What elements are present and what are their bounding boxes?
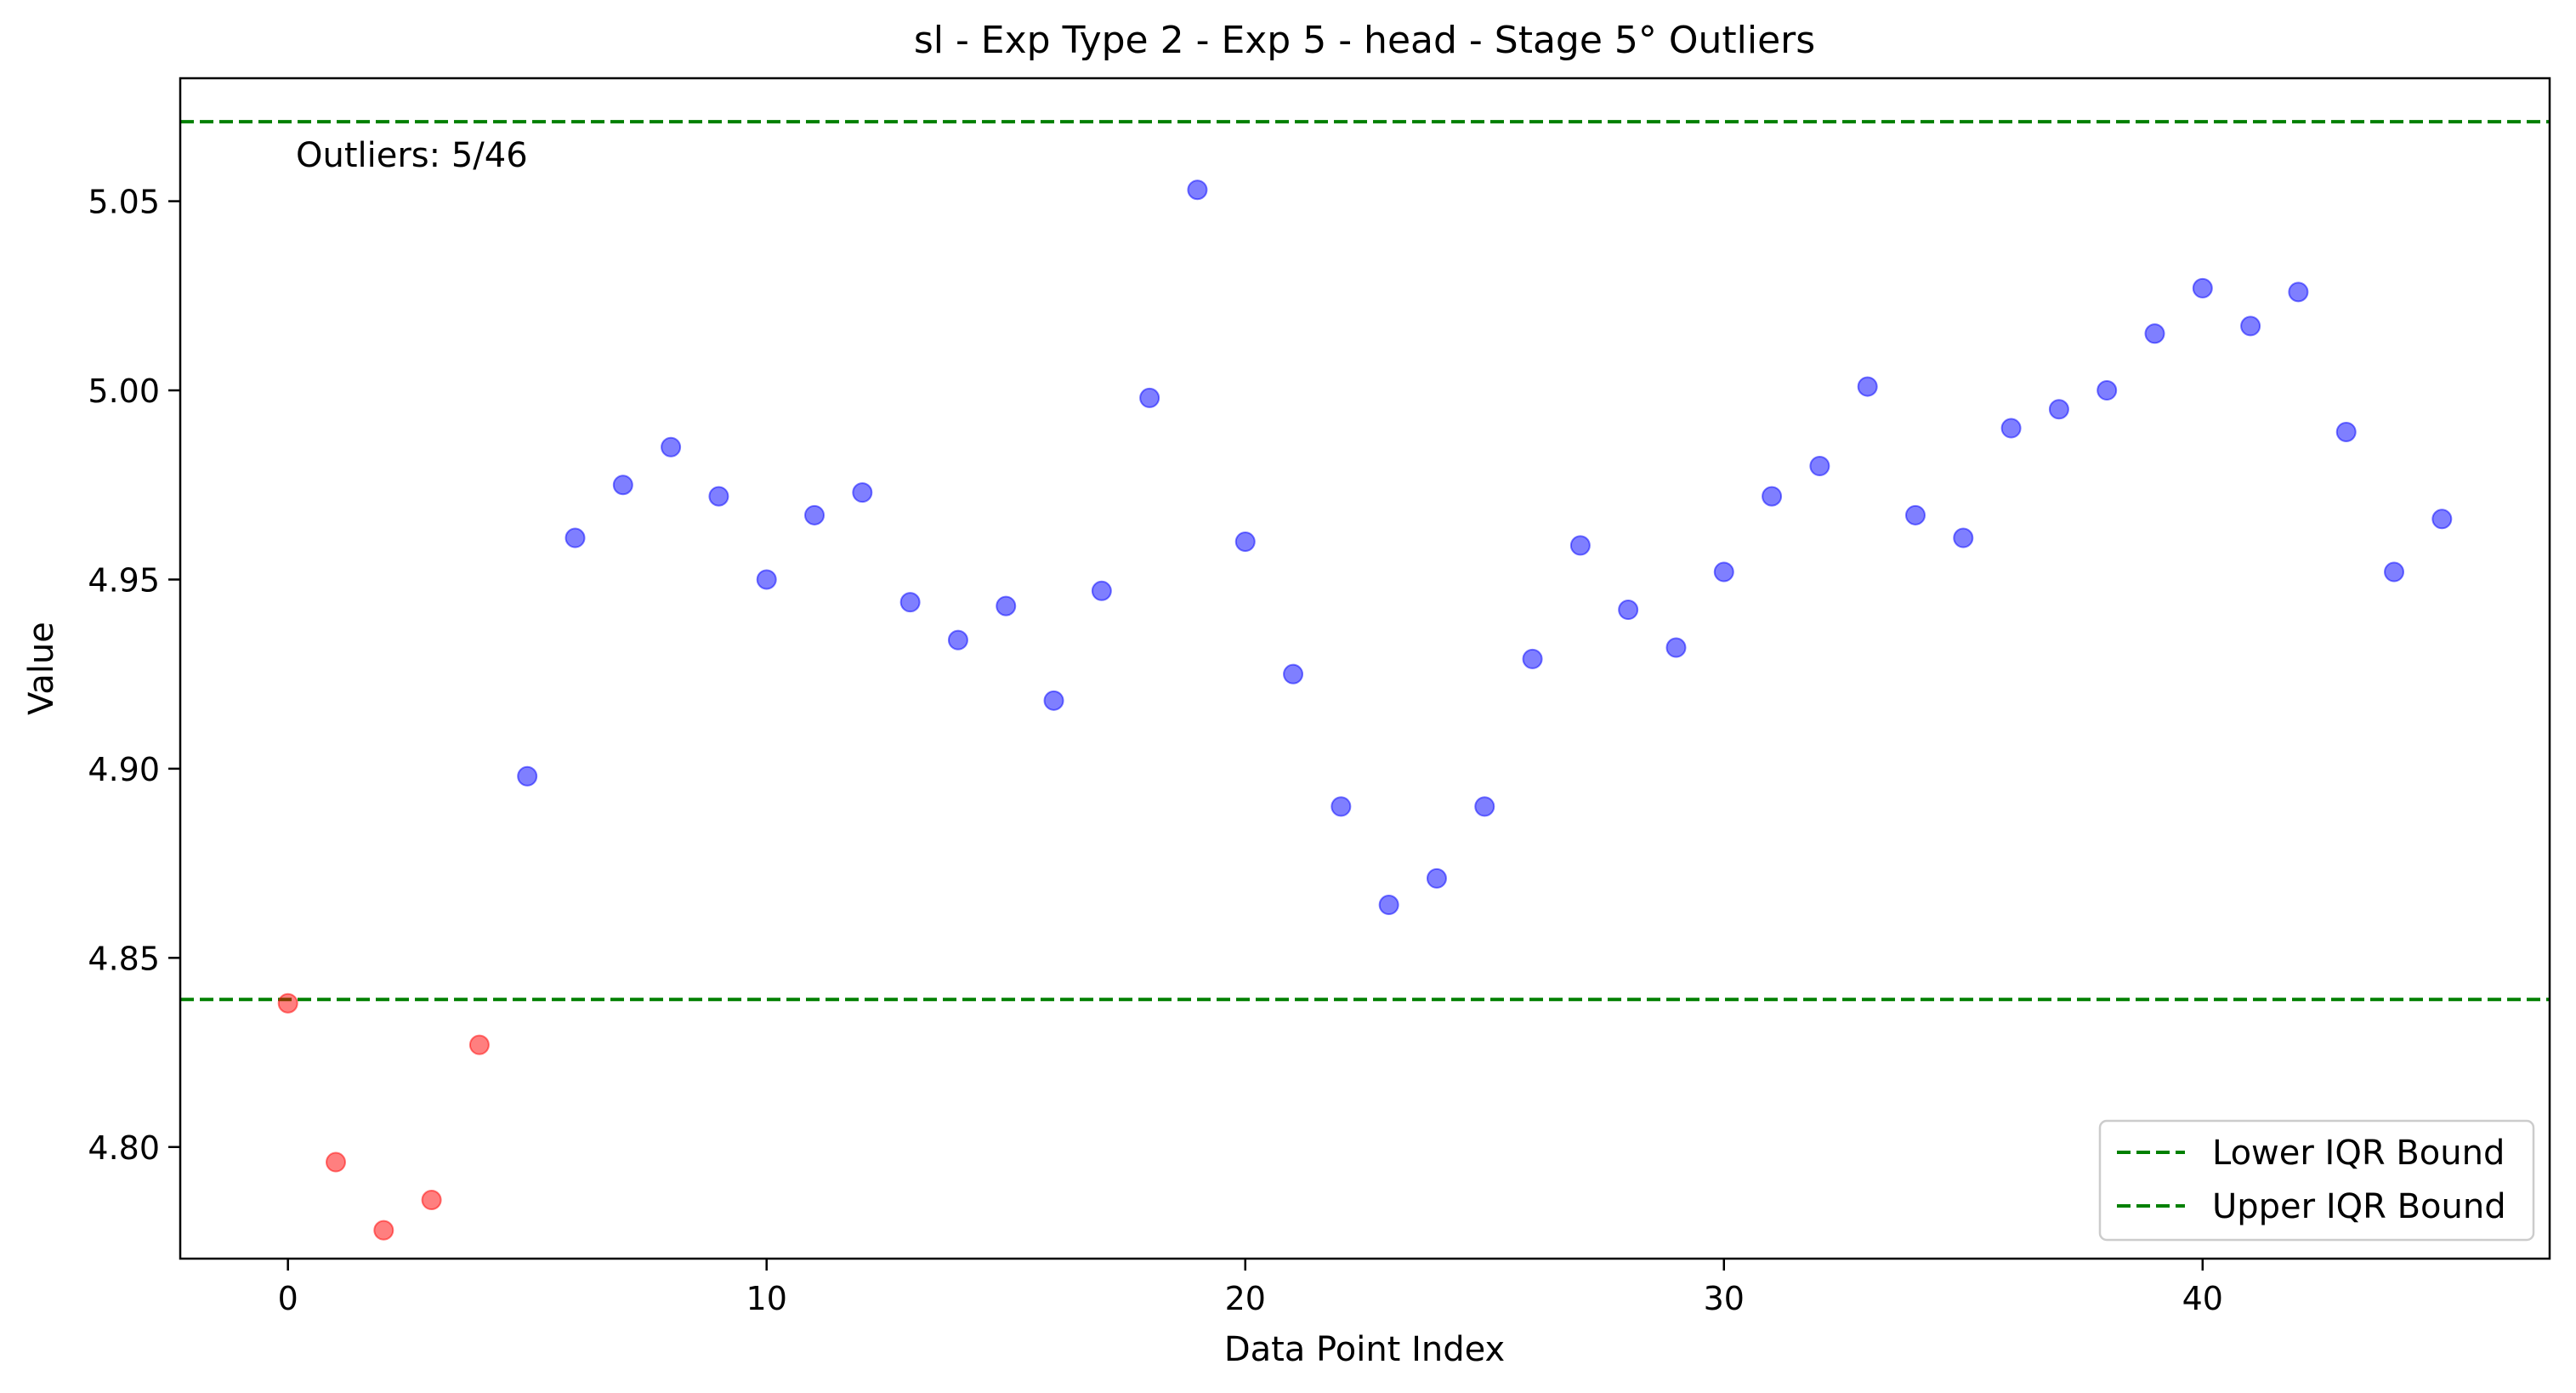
outlier-point xyxy=(374,1221,393,1240)
data-point xyxy=(1858,378,1877,396)
data-point xyxy=(1571,536,1590,554)
y-tick-label: 5.05 xyxy=(88,184,160,221)
y-tick-label: 4.95 xyxy=(88,561,160,599)
x-tick-label: 20 xyxy=(1225,1280,1266,1317)
data-point xyxy=(709,487,728,506)
data-point xyxy=(1666,639,1685,657)
data-point xyxy=(1092,582,1111,600)
y-axis-label: Value xyxy=(22,622,61,715)
data-point xyxy=(2050,400,2068,418)
data-point xyxy=(661,438,680,457)
x-tick-label: 0 xyxy=(278,1280,298,1317)
data-point xyxy=(2289,282,2307,301)
data-point xyxy=(1331,797,1350,816)
chart-title: sl - Exp Type 2 - Exp 5 - head - Stage 5… xyxy=(914,19,1815,62)
data-point xyxy=(518,767,536,786)
x-tick-label: 30 xyxy=(1704,1280,1745,1317)
y-tick-label: 4.80 xyxy=(88,1129,160,1167)
data-point xyxy=(1619,600,1637,619)
data-point xyxy=(2385,563,2403,582)
data-point xyxy=(1380,896,1399,914)
y-tick-label: 4.90 xyxy=(88,751,160,788)
legend-lower-bound-label: Lower IQR Bound xyxy=(2212,1134,2505,1173)
data-point xyxy=(1427,869,1446,888)
data-point xyxy=(2002,419,2021,438)
data-point xyxy=(1762,487,1781,506)
outlier-point xyxy=(279,994,298,1013)
data-point xyxy=(2337,423,2356,441)
data-point xyxy=(853,483,871,502)
data-point xyxy=(2097,381,2116,400)
data-point xyxy=(996,597,1015,616)
data-point xyxy=(614,475,633,494)
data-point xyxy=(1906,506,1925,525)
x-tick-label: 10 xyxy=(746,1280,787,1317)
data-point xyxy=(2146,324,2165,343)
outlier-point xyxy=(326,1153,345,1172)
data-point xyxy=(757,570,776,588)
data-point xyxy=(2432,509,2451,528)
legend: Lower IQR Bound Upper IQR Bound xyxy=(2100,1121,2533,1240)
data-point xyxy=(949,631,967,650)
data-point xyxy=(1475,797,1494,816)
x-axis-label: Data Point Index xyxy=(1224,1330,1505,1369)
data-point xyxy=(2241,316,2260,335)
outlier-point xyxy=(470,1036,489,1055)
data-point xyxy=(1140,389,1159,407)
data-point xyxy=(1523,650,1542,668)
x-tick-label: 40 xyxy=(2182,1280,2223,1317)
data-point xyxy=(2193,279,2212,298)
data-point xyxy=(566,529,585,548)
data-point xyxy=(1284,665,1302,684)
y-tick-label: 4.85 xyxy=(88,940,160,977)
y-tick-label: 5.00 xyxy=(88,372,160,410)
legend-upper-bound-label: Upper IQR Bound xyxy=(2212,1187,2506,1226)
data-point xyxy=(1045,691,1064,710)
outliers-count-annotation: Outliers: 5/46 xyxy=(296,136,528,175)
data-point xyxy=(1954,529,1972,548)
data-point xyxy=(1810,457,1829,475)
data-point xyxy=(1715,563,1733,582)
data-point xyxy=(1188,180,1206,199)
data-point xyxy=(805,506,824,525)
outlier-point xyxy=(423,1191,441,1209)
data-point xyxy=(1236,532,1255,551)
data-point xyxy=(901,593,920,611)
